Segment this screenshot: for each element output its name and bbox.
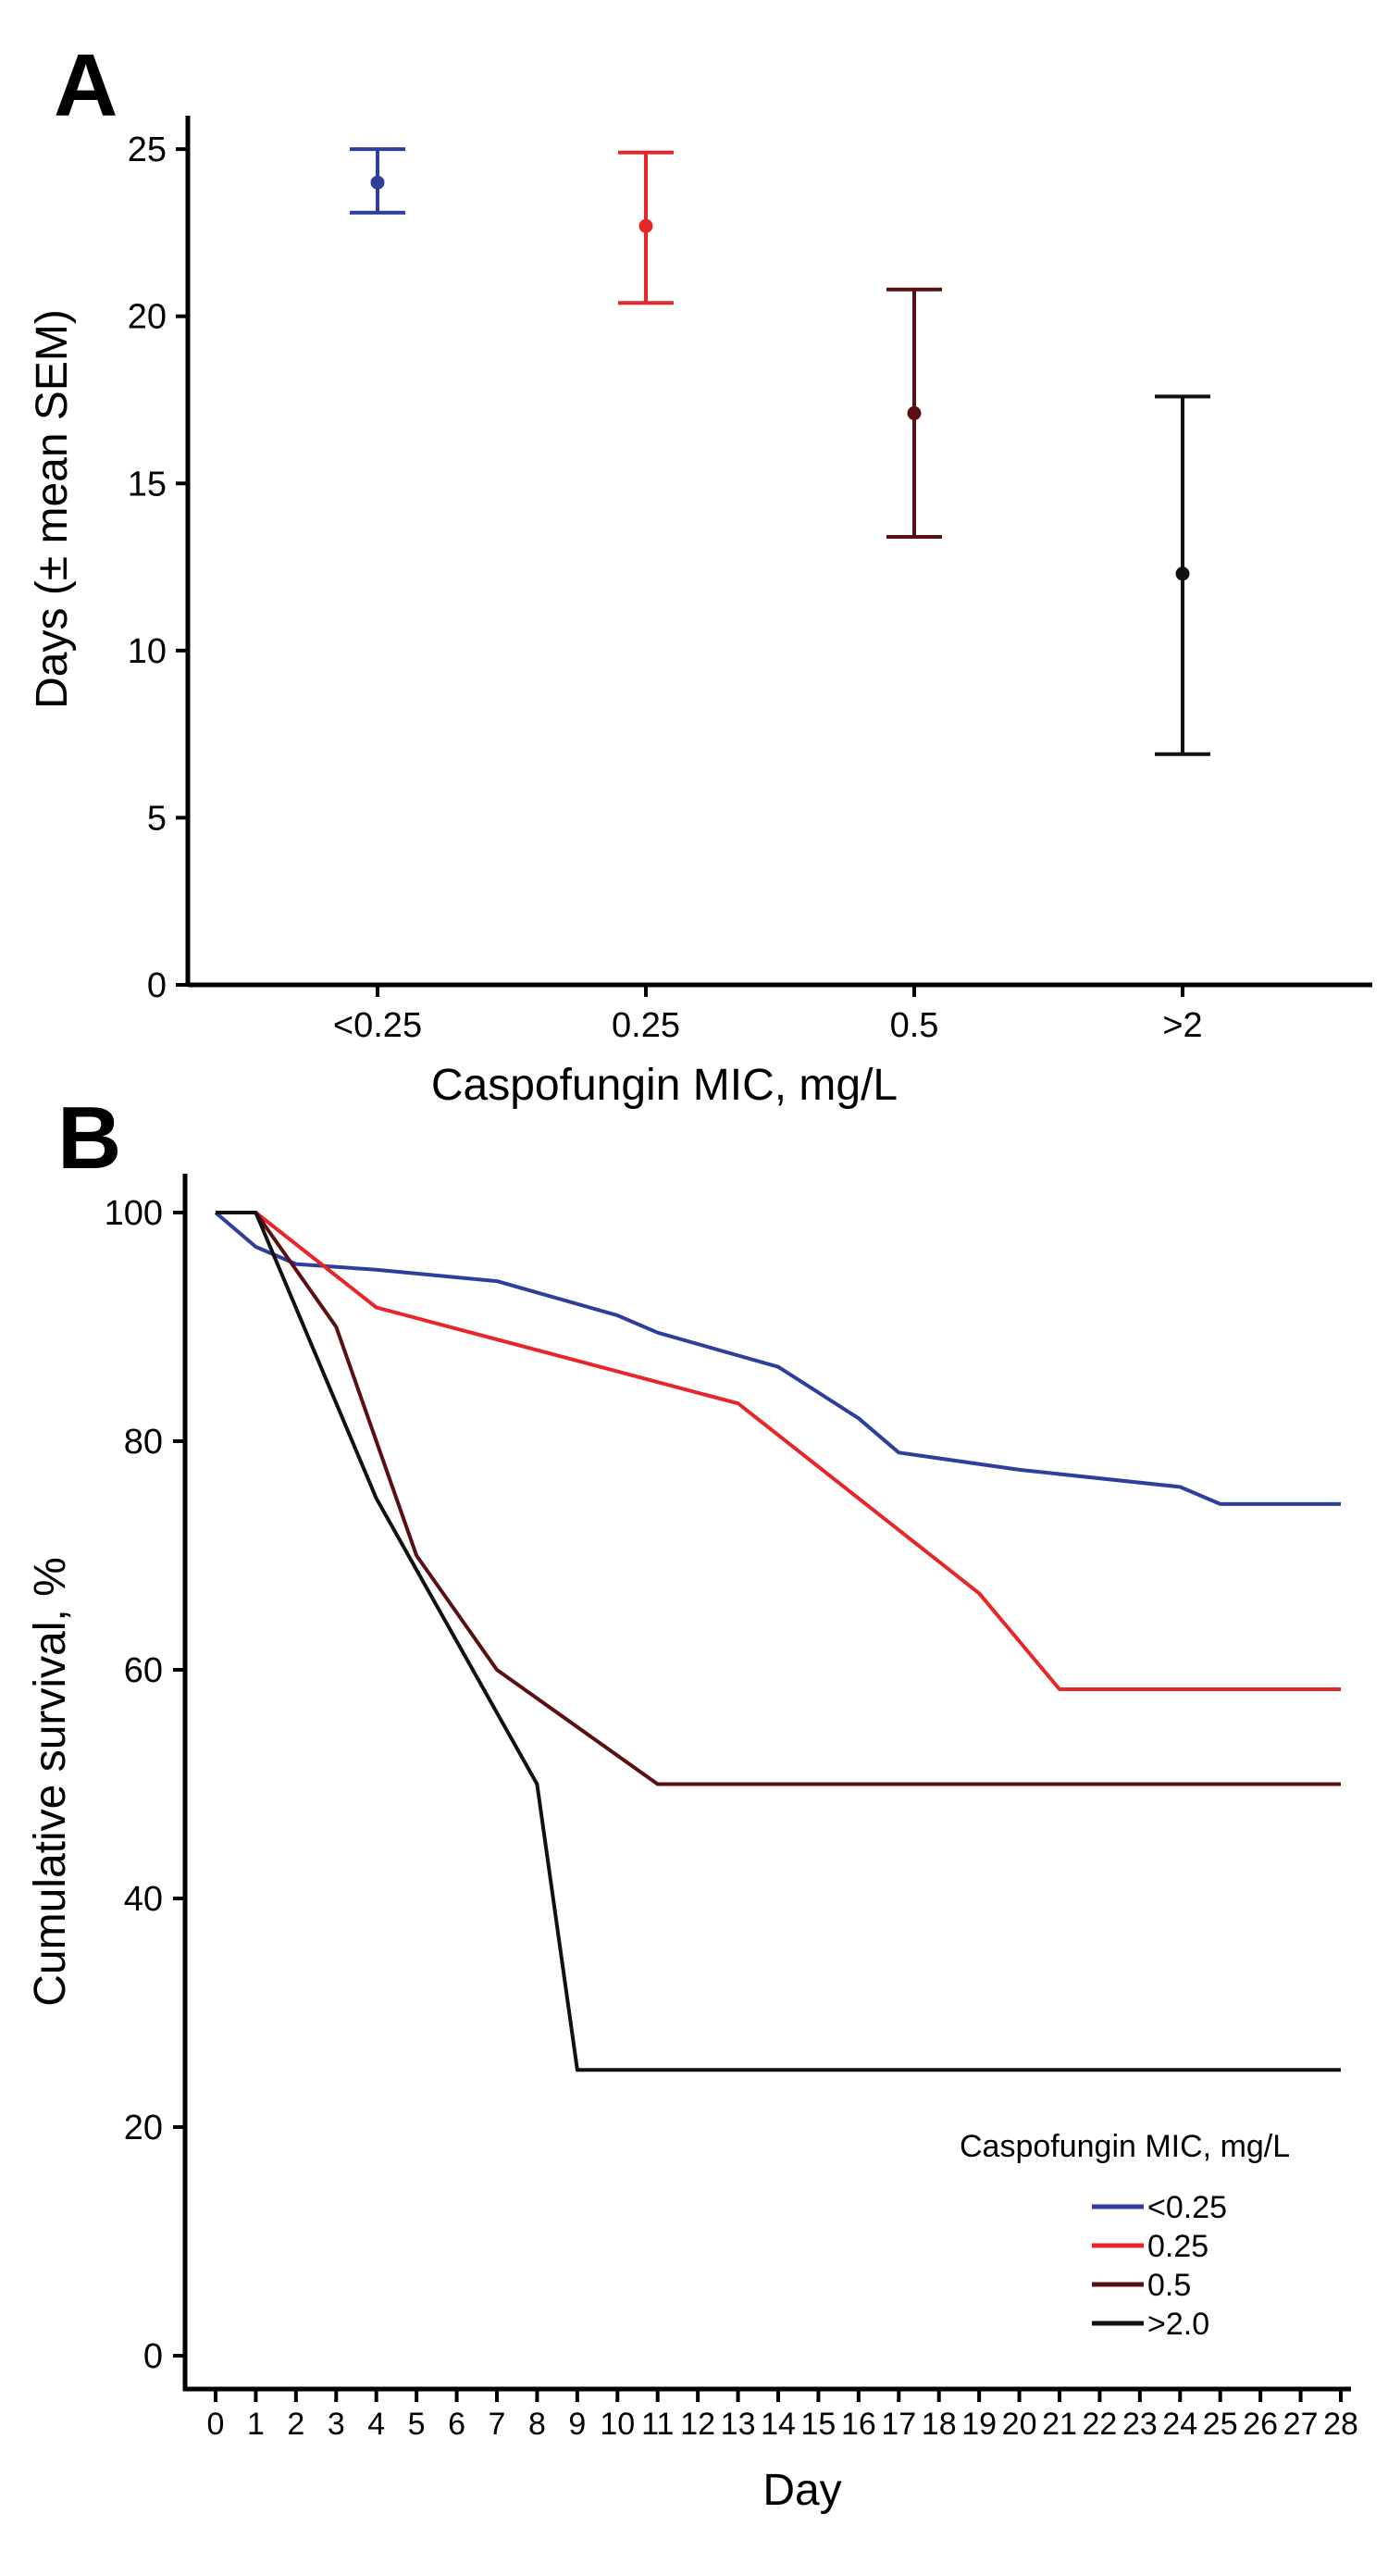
panel-a-x-tick-label: 0.25: [612, 1006, 680, 1045]
panel-b-x-tick-label: 18: [922, 2407, 957, 2442]
panel-b-x-tick-label: 9: [568, 2407, 586, 2442]
panel-b-x-tick-label: 20: [1002, 2407, 1037, 2442]
panel-b-x-tick-label: 17: [881, 2407, 916, 2442]
panel-a-x-tick-label: >2: [1162, 1006, 1202, 1045]
panel-a-y-tick-label: 15: [128, 465, 167, 504]
panel-b-x-tick-label: 4: [367, 2407, 385, 2442]
panel-b-x-tick-label: 19: [961, 2407, 997, 2442]
panel-b-x-tick-label: 21: [1042, 2407, 1077, 2442]
survival-line: [214, 1211, 1341, 1506]
panel-b-x-tick-label: 16: [841, 2407, 876, 2442]
panel-b-legend: Caspofungin MIC, mg/L <0.25 0.25 0.5 >2.0: [960, 2129, 1290, 2342]
mean-point: [638, 218, 653, 233]
panel-b-x-tick-label: 5: [408, 2407, 426, 2442]
panel-a-y-tick-label: 20: [128, 298, 167, 337]
panel-b-x-tick-label: 14: [761, 2407, 796, 2442]
panel-b-x-tick-label: 23: [1122, 2407, 1158, 2442]
panel-b-x-tick-label: 10: [600, 2407, 635, 2442]
panel-a-y-tick-label: 0: [147, 966, 167, 1005]
panel-b-x-tick-label: 2: [287, 2407, 304, 2442]
panel-a-chart: A 0 5 10 15 20 25 <0.25 0.25 0.5 >2 Caspofungin …: [28, 36, 1372, 1110]
panel-b-x-tick-label: 28: [1323, 2407, 1358, 2442]
panel-a-y-ticks: 0 5 10 15 20 25: [128, 131, 188, 1005]
panel-b-x-tick-label: 26: [1243, 2407, 1278, 2442]
panel-a-y-tick-label: 25: [128, 131, 167, 169]
panel-b-x-tick-label: 12: [680, 2407, 715, 2442]
panel-b-y-axis-title: Cumulative survival, %: [26, 1557, 75, 2006]
legend-label: 0.5: [1147, 2268, 1191, 2303]
survival-line: [216, 1211, 1341, 1786]
mean-point: [1175, 566, 1190, 581]
legend-label: <0.25: [1147, 2190, 1227, 2225]
panel-b-x-tick-label: 25: [1203, 2407, 1238, 2442]
panel-b-x-tick-label: 27: [1283, 2407, 1319, 2442]
panel-b-y-tick-label: 20: [124, 2109, 163, 2147]
survival-line: [216, 1211, 1341, 1691]
panel-a-x-tick-label: <0.25: [333, 1006, 422, 1045]
panel-b-x-tick-label: 24: [1162, 2407, 1197, 2442]
mean-point: [907, 405, 922, 420]
panel-a-y-tick-label: 5: [147, 799, 167, 838]
panel-a-x-axis-title: Caspofungin MIC, mg/L: [431, 1061, 898, 1110]
panel-b-survival-lines: [214, 1211, 1341, 2072]
panel-b-x-tick-label: 3: [328, 2407, 345, 2442]
legend-title: Caspofungin MIC, mg/L: [960, 2129, 1290, 2164]
mean-point: [370, 175, 385, 190]
panel-b-x-tick-label: 6: [448, 2407, 465, 2442]
panel-b-y-tick-label: 0: [143, 2337, 163, 2376]
panel-b-y-tick-label: 40: [124, 1880, 163, 1919]
legend-label: >2.0: [1147, 2307, 1209, 2342]
panel-b-x-tick-label: 7: [489, 2407, 506, 2442]
legend-label: 0.25: [1147, 2229, 1208, 2264]
panel-b-x-tick-label: 8: [528, 2407, 546, 2442]
panel-a-x-ticks: <0.25 0.25 0.5 >2: [333, 985, 1203, 1045]
panel-b-x-tick-label: 1: [247, 2407, 265, 2442]
panel-b-y-ticks: 0 20 40 60 80 100: [105, 1194, 185, 2376]
panel-b-x-tick-label: 15: [801, 2407, 837, 2442]
panel-a-y-axis-title: Days (± mean SEM): [28, 309, 77, 709]
panel-a-error-bars: [350, 147, 1210, 756]
panel-a-y-tick-label: 10: [128, 632, 167, 671]
panel-b-x-tick-label: 22: [1083, 2407, 1118, 2442]
panel-b-letter: B: [57, 1089, 121, 1188]
panel-b-x-tick-label: 0: [207, 2407, 225, 2442]
panel-b-x-tick-label: 11: [641, 2407, 674, 2442]
panel-b-x-ticks: 0 1 2 3 4 5 6 7 8 9 10 11 12 13 14 15 16 17 18 19 20 21 22 23 24…: [207, 2389, 1358, 2442]
panel-b-y-tick-label: 100: [105, 1194, 163, 1233]
panel-b-y-tick-label: 60: [124, 1651, 163, 1690]
panel-b-x-tick-label: 13: [721, 2407, 756, 2442]
panel-b-y-tick-label: 80: [124, 1423, 163, 1462]
panel-a-letter: A: [54, 36, 118, 135]
panel-a-x-tick-label: 0.5: [890, 1006, 939, 1045]
panel-b-x-axis-title: Day: [762, 2466, 841, 2515]
survival-line: [216, 1211, 1341, 2072]
